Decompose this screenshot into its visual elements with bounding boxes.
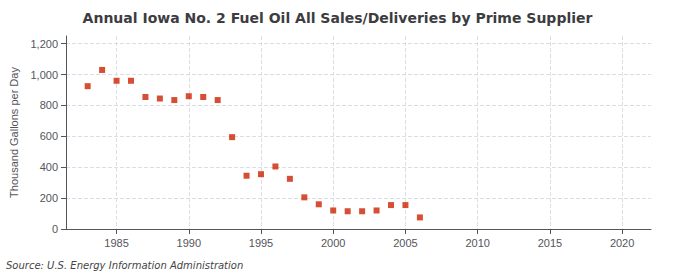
svg-text:1990: 1990	[177, 237, 201, 249]
svg-text:2010: 2010	[465, 237, 489, 249]
svg-text:1995: 1995	[249, 237, 273, 249]
svg-text:600: 600	[40, 130, 58, 142]
svg-text:2015: 2015	[538, 237, 562, 249]
svg-text:2020: 2020	[610, 237, 634, 249]
svg-text:Annual Iowa No. 2 Fuel Oil All: Annual Iowa No. 2 Fuel Oil All Sales/Del…	[83, 10, 593, 26]
svg-text:1,000: 1,000	[30, 69, 58, 81]
svg-text:0: 0	[52, 223, 58, 235]
svg-text:2005: 2005	[393, 237, 417, 249]
svg-text:200: 200	[40, 192, 58, 204]
svg-text:2000: 2000	[321, 237, 345, 249]
svg-text:1,200: 1,200	[30, 38, 58, 50]
svg-text:400: 400	[40, 161, 58, 173]
svg-text:Source: U.S. Energy Informatio: Source: U.S. Energy Information Administ…	[6, 260, 243, 271]
svg-text:1985: 1985	[104, 237, 128, 249]
svg-text:800: 800	[40, 99, 58, 111]
svg-text:Thousand Gallons per Day: Thousand Gallons per Day	[8, 67, 20, 198]
